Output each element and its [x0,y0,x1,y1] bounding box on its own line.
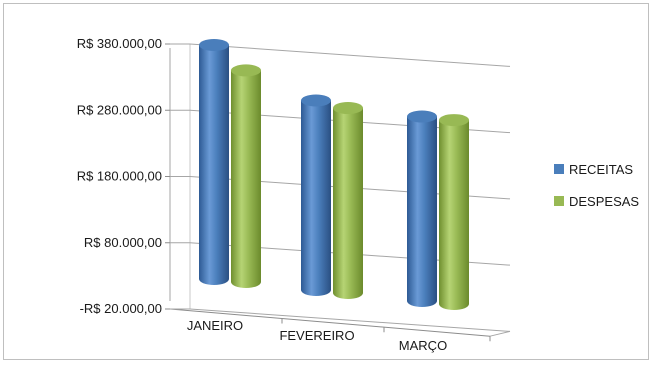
gridline [189,308,511,332]
legend-swatch-despesas [554,196,564,206]
floor-edge-side [489,330,511,337]
y-tick-label: -R$ 20.000,00 [80,301,162,316]
bar-body [439,120,469,310]
x-axis-categories: JANEIRO FEVEREIRO MARÇO [187,318,447,353]
y-axis-ticks: -R$ 20.000,00 R$ 80.000,00 R$ 180.000,00 R$… [77,36,162,316]
bars [199,39,469,310]
bar-top [199,39,229,52]
bar-body [407,116,437,307]
bar-top [231,64,261,77]
legend-label-despesas: DESPESAS [569,194,639,209]
bar-body [231,70,261,289]
gridline [189,43,511,67]
y-tick-label: R$ 280.000,00 [77,102,162,117]
bar-receitas-janeiro [199,39,229,285]
category-label: MARÇO [399,338,447,353]
y-tick-label: R$ 180.000,00 [77,169,162,184]
bar-body [199,45,229,285]
bar-top [407,110,437,123]
bar-receitas-março [407,110,437,307]
bar-top [301,94,331,107]
legend-label-receitas: RECEITAS [569,162,633,177]
legend: RECEITAS DESPESAS [554,162,639,209]
category-label: FEVEREIRO [279,328,354,343]
bar-top [439,114,469,127]
bar-despesas-fevereiro [333,102,363,299]
legend-swatch-receitas [554,164,564,174]
bar-receitas-fevereiro [301,94,331,296]
bar-top [333,102,363,115]
category-label: JANEIRO [187,318,243,333]
bar-body [333,108,363,299]
y-tick-label: R$ 380.000,00 [77,36,162,51]
floor-edge [169,308,491,337]
bar-body [301,100,331,296]
bar-despesas-janeiro [231,64,261,289]
y-tick-label: R$ 80.000,00 [84,235,162,250]
bar-despesas-março [439,114,469,310]
